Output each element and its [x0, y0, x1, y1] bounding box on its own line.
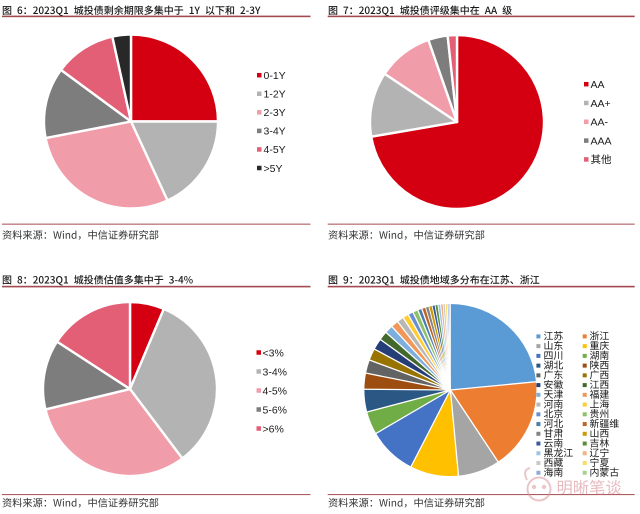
svg-text:AA-: AA-	[591, 117, 609, 129]
svg-text:1-2Y: 1-2Y	[264, 89, 286, 101]
svg-text:AA: AA	[591, 79, 605, 91]
svg-text:AAA: AAA	[591, 135, 612, 147]
svg-text:>6%: >6%	[263, 423, 284, 435]
svg-text:AA+: AA+	[591, 98, 611, 110]
svg-text:5-6%: 5-6%	[263, 404, 288, 416]
svg-text:2-3Y: 2-3Y	[264, 107, 286, 119]
svg-text:3-4%: 3-4%	[263, 366, 288, 378]
svg-text:<3%: <3%	[263, 347, 284, 359]
svg-text:>5Y: >5Y	[264, 163, 283, 175]
svg-text:3-4Y: 3-4Y	[264, 126, 286, 138]
svg-text:0-1Y: 0-1Y	[264, 70, 286, 82]
svg-text:4-5Y: 4-5Y	[264, 144, 286, 156]
svg-text:4-5%: 4-5%	[263, 385, 288, 397]
